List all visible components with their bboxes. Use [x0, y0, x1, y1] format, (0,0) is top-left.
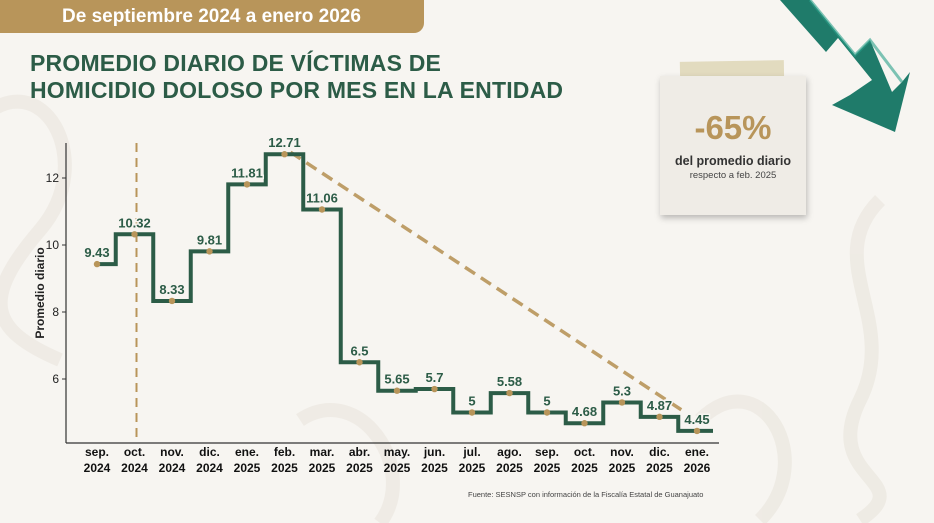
x-tick-label-year: 2025	[496, 461, 523, 475]
x-tick-label-year: 2025	[609, 461, 636, 475]
x-tick-label-month: sep.	[535, 445, 559, 459]
percent-change-reference: respecto a feb. 2025	[689, 170, 777, 181]
data-point	[206, 248, 213, 255]
data-point	[93, 260, 101, 268]
data-label: 9.81	[197, 232, 222, 247]
x-tick-label-month: sep.	[85, 445, 109, 459]
x-tick-label-year: 2025	[534, 461, 561, 475]
data-label: 5	[468, 394, 475, 409]
data-label: 10.32	[118, 215, 151, 230]
x-tick-label-month: oct.	[574, 445, 595, 459]
x-tick-label-month: feb.	[274, 445, 295, 459]
x-tick-label-month: nov.	[160, 445, 184, 459]
data-point	[131, 231, 138, 238]
x-tick-label-year: 2025	[384, 461, 411, 475]
x-tick-label-year: 2024	[196, 461, 223, 475]
x-tick-label-year: 2026	[684, 461, 711, 475]
data-label: 5	[543, 394, 550, 409]
data-point	[656, 413, 663, 421]
data-label: 4.68	[572, 404, 597, 419]
x-tick-label-year: 2025	[646, 461, 673, 475]
trend-dashed-line	[289, 150, 684, 413]
x-tick-label-month: may.	[384, 445, 410, 459]
data-label: 5.65	[384, 372, 409, 387]
x-tick-label-year: 2025	[234, 461, 261, 475]
data-label: 12.71	[268, 135, 301, 150]
x-tick-label-year: 2025	[309, 461, 336, 475]
data-label: 4.45	[684, 412, 709, 427]
chart-title-line2: HOMICIDIO DOLOSO POR MES EN LA ENTIDAD	[30, 77, 564, 103]
chart-title-line1: PROMEDIO DIARIO DE VÍCTIMAS DE	[30, 50, 442, 76]
chart-title: PROMEDIO DIARIO DE VÍCTIMAS DE HOMICIDIO…	[30, 50, 650, 104]
downward-trend-arrow-icon	[780, 0, 910, 132]
x-tick-label-month: ene.	[685, 445, 709, 459]
percent-change-note: -65% del promedio diario respecto a feb.…	[660, 76, 806, 215]
y-tick-label: 6	[52, 372, 59, 386]
source-note: Fuente: SESNSP con información de la Fis…	[468, 490, 704, 499]
x-tick-label-month: nov.	[610, 445, 634, 459]
x-tick-label-year: 2025	[271, 461, 298, 475]
data-point	[281, 151, 288, 158]
date-range-banner: De septiembre 2024 a enero 2026	[0, 0, 424, 33]
x-tick-label-month: jul.	[462, 445, 480, 459]
data-point	[693, 427, 701, 435]
data-label: 9.43	[84, 245, 109, 260]
data-point	[468, 409, 476, 416]
data-point	[618, 399, 626, 406]
x-tick-label-year: 2025	[421, 461, 448, 475]
data-label: 5.58	[497, 374, 522, 389]
data-point	[243, 181, 251, 188]
x-tick-label-month: oct.	[124, 445, 145, 459]
data-label: 4.87	[647, 398, 672, 413]
x-tick-label-month: dic.	[199, 445, 220, 459]
x-tick-label-year: 2024	[84, 461, 111, 475]
y-tick-label: 8	[52, 305, 59, 319]
x-tick-label-year: 2024	[159, 461, 186, 475]
data-label: 11.81	[231, 165, 263, 180]
y-axis-label: Promedio diario	[33, 247, 47, 338]
data-label: 8.33	[159, 282, 184, 297]
data-point	[581, 420, 588, 427]
data-point	[318, 206, 326, 213]
x-tick-label-month: abr.	[349, 445, 370, 459]
data-point	[506, 389, 513, 397]
data-point	[393, 387, 401, 394]
data-label: 5.3	[613, 383, 631, 398]
data-point	[356, 359, 363, 366]
percent-change-value: -65%	[694, 109, 772, 146]
data-label: 6.5	[350, 343, 368, 358]
x-tick-label-month: ene.	[235, 445, 259, 459]
data-point	[543, 409, 551, 416]
data-point	[168, 297, 176, 305]
x-tick-label-month: dic.	[649, 445, 670, 459]
x-tick-label-month: ago.	[497, 445, 522, 459]
data-label: 5.7	[425, 370, 443, 385]
x-tick-label-year: 2025	[346, 461, 373, 475]
y-tick-label: 12	[46, 171, 60, 185]
data-label: 11.06	[306, 190, 338, 205]
x-tick-label-month: mar.	[310, 445, 335, 459]
y-tick-label: 10	[46, 238, 60, 252]
data-point	[431, 385, 438, 393]
x-tick-label-year: 2024	[121, 461, 148, 475]
x-tick-label-year: 2025	[571, 461, 598, 475]
percent-change-desc: del promedio diario	[675, 154, 791, 168]
x-tick-label-year: 2025	[459, 461, 486, 475]
x-tick-label-month: jun.	[423, 445, 445, 459]
